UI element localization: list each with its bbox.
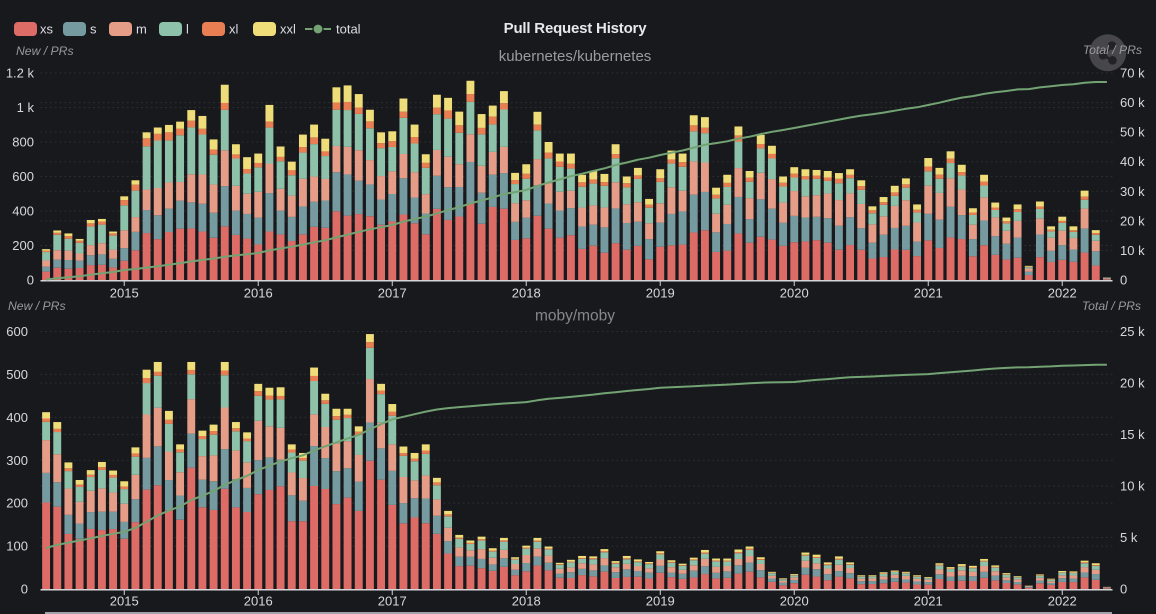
svg-text:0: 0	[1120, 582, 1127, 597]
svg-text:40 k: 40 k	[1120, 154, 1145, 169]
svg-text:2021: 2021	[914, 286, 943, 301]
svg-text:xl: xl	[229, 22, 239, 37]
svg-text:New / PRs: New / PRs	[8, 299, 66, 313]
svg-text:2020: 2020	[780, 594, 809, 609]
svg-text:300: 300	[6, 453, 28, 468]
svg-text:20 k: 20 k	[1120, 376, 1145, 391]
svg-text:0: 0	[27, 273, 34, 288]
svg-text:70 k: 70 k	[1120, 66, 1145, 81]
svg-text:600: 600	[6, 324, 28, 339]
svg-text:2015: 2015	[110, 594, 139, 609]
svg-text:2015: 2015	[110, 286, 139, 301]
svg-text:xs: xs	[40, 22, 54, 37]
svg-text:50 k: 50 k	[1120, 125, 1145, 140]
svg-text:2017: 2017	[378, 594, 407, 609]
svg-text:2019: 2019	[646, 286, 675, 301]
svg-text:500: 500	[6, 367, 28, 382]
svg-text:400: 400	[6, 410, 28, 425]
svg-text:l: l	[186, 22, 189, 37]
svg-text:5 k: 5 k	[1120, 530, 1138, 545]
svg-text:New / PRs: New / PRs	[16, 44, 74, 58]
svg-text:s: s	[90, 22, 97, 37]
svg-text:1.2 k: 1.2 k	[6, 66, 35, 81]
svg-text:2019: 2019	[646, 594, 675, 609]
svg-text:2022: 2022	[1048, 286, 1077, 301]
svg-text:10 k: 10 k	[1120, 243, 1145, 258]
svg-text:15 k: 15 k	[1120, 427, 1145, 442]
svg-text:20 k: 20 k	[1120, 213, 1145, 228]
svg-text:60 k: 60 k	[1120, 95, 1145, 110]
svg-text:2016: 2016	[244, 594, 273, 609]
svg-text:m: m	[136, 22, 147, 37]
svg-text:200: 200	[12, 238, 34, 253]
svg-text:2017: 2017	[378, 286, 407, 301]
svg-text:Pull Request History: Pull Request History	[504, 20, 648, 37]
svg-text:100: 100	[6, 539, 28, 554]
svg-text:2018: 2018	[512, 286, 541, 301]
svg-text:400: 400	[12, 204, 34, 219]
svg-text:800: 800	[12, 135, 34, 150]
svg-text:0: 0	[1120, 273, 1127, 288]
svg-text:1 k: 1 k	[17, 100, 35, 115]
svg-text:kubernetes/kubernetes: kubernetes/kubernetes	[499, 48, 652, 65]
svg-text:2022: 2022	[1048, 594, 1077, 609]
svg-text:total: total	[336, 22, 361, 37]
svg-text:30 k: 30 k	[1120, 184, 1145, 199]
svg-text:0: 0	[21, 582, 28, 597]
svg-text:Total / PRs: Total / PRs	[1083, 43, 1142, 57]
svg-text:moby/moby: moby/moby	[535, 308, 615, 325]
svg-text:2021: 2021	[914, 594, 943, 609]
svg-text:2016: 2016	[244, 286, 273, 301]
svg-text:Total / PRs: Total / PRs	[1082, 299, 1141, 313]
svg-text:2018: 2018	[512, 594, 541, 609]
svg-text:xxl: xxl	[280, 22, 296, 37]
svg-text:2020: 2020	[780, 286, 809, 301]
svg-text:200: 200	[6, 496, 28, 511]
svg-text:25 k: 25 k	[1120, 324, 1145, 339]
svg-text:10 k: 10 k	[1120, 479, 1145, 494]
svg-text:600: 600	[12, 169, 34, 184]
